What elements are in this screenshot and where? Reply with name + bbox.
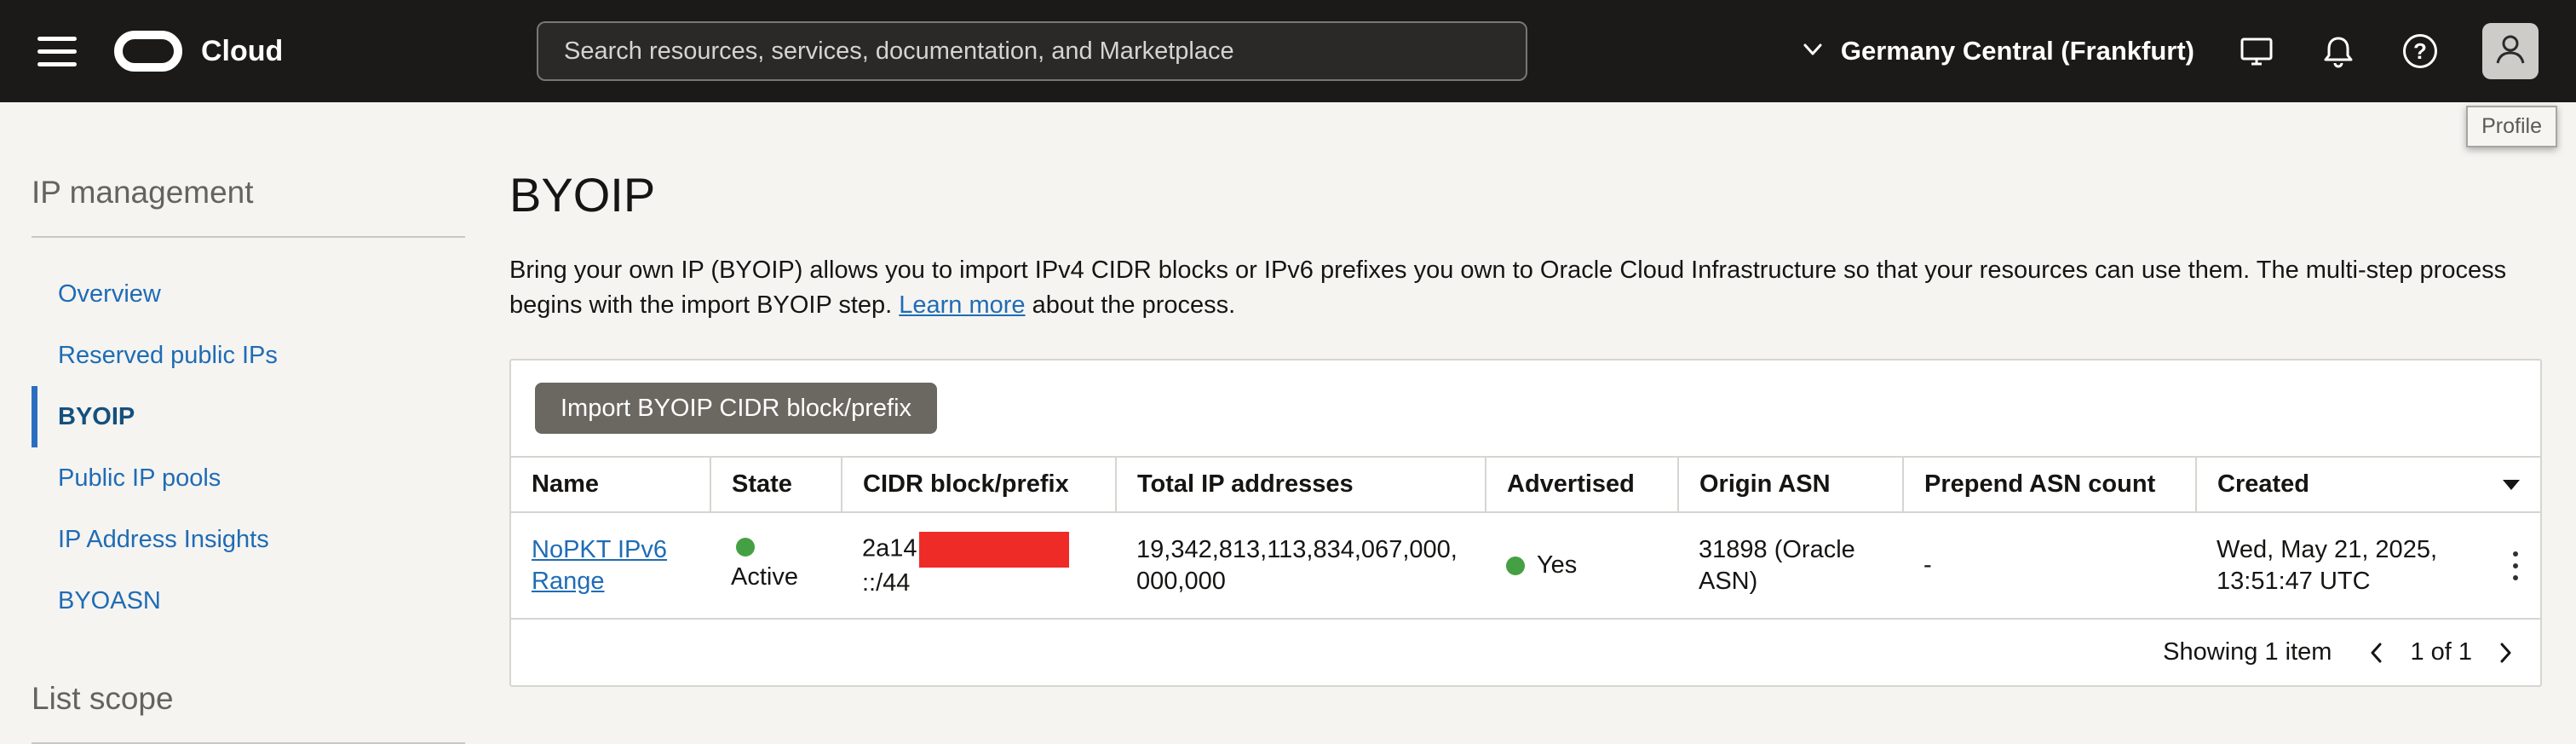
sidebar-item-overview[interactable]: Overview xyxy=(58,280,161,308)
pagination: 1 of 1 xyxy=(2366,638,2516,666)
help-icon[interactable]: ? xyxy=(2401,32,2440,71)
pagination-next-icon[interactable] xyxy=(2494,640,2516,666)
profile-button[interactable] xyxy=(2482,23,2539,79)
advertised-yes-icon xyxy=(1506,556,1525,575)
sidebar-nav: Overview Reserved public IPs BYOIP Publi… xyxy=(32,263,477,632)
table-row: NoPKT IPv6 Range Active 2a14::/44 19,342… xyxy=(511,512,2540,620)
cell-prepend-asn-count: - xyxy=(1903,512,2196,620)
column-header-advertised: Advertised xyxy=(1485,456,1678,513)
column-header-origin-asn: Origin ASN xyxy=(1677,456,1903,513)
chevron-down-icon xyxy=(1800,37,1826,66)
created-value: Wed, May 21, 2025, 13:51:47 UTC xyxy=(2217,535,2438,595)
sidebar-item-byoasn[interactable]: BYOASN xyxy=(58,587,161,614)
menu-icon[interactable] xyxy=(37,36,77,66)
sidebar-item-ip-address-insights[interactable]: IP Address Insights xyxy=(58,526,269,553)
row-actions-kebab-icon[interactable] xyxy=(2508,546,2523,585)
description-text-before: Bring your own IP (BYOIP) allows you to … xyxy=(509,257,2507,319)
table-footer: Showing 1 item 1 of 1 xyxy=(511,620,2540,685)
help-glyph: ? xyxy=(2403,34,2437,68)
table-header-row: Name State CIDR block/prefix Total IP ad… xyxy=(511,456,2540,513)
cell-advertised: Yes xyxy=(1486,512,1678,620)
sort-descending-icon[interactable] xyxy=(2503,479,2520,490)
cell-state: Active xyxy=(710,512,842,620)
column-header-total-ips: Total IP addresses xyxy=(1115,456,1486,513)
column-header-cidr: CIDR block/prefix xyxy=(841,456,1116,513)
cell-created: Wed, May 21, 2025, 13:51:47 UTC xyxy=(2196,512,2540,620)
column-header-state: State xyxy=(710,456,842,513)
profile-tooltip: Profile xyxy=(2466,106,2557,147)
advertised-label: Yes xyxy=(1537,551,1578,579)
page-indicator: 1 of 1 xyxy=(2410,638,2472,666)
search-input[interactable] xyxy=(537,21,1527,81)
sidebar: IP management Overview Reserved public I… xyxy=(0,102,477,744)
cidr-suffix-text: ::/44 xyxy=(862,569,911,597)
list-scope-section: List scope xyxy=(32,681,477,744)
cell-total-ips: 19,342,813,113,834,067,000,000,000 xyxy=(1116,512,1486,620)
byoip-table-card: Import BYOIP CIDR block/prefix Name Stat… xyxy=(509,359,2542,687)
page-description: Bring your own IP (BYOIP) allows you to … xyxy=(509,253,2542,323)
header-actions: Germany Central (Frankfurt) ? xyxy=(1800,0,2539,102)
column-header-name: Name xyxy=(511,456,710,513)
total-ips-value: 19,342,813,113,834,067,000,000,000 xyxy=(1136,535,1458,595)
cell-name: NoPKT IPv6 Range xyxy=(511,512,710,620)
brand-title: Cloud xyxy=(201,34,284,67)
byoip-table: Name State CIDR block/prefix Total IP ad… xyxy=(511,456,2540,620)
page-title: BYOIP xyxy=(509,168,656,222)
showing-count: Showing 1 item xyxy=(2163,638,2332,666)
status-active-icon xyxy=(736,538,755,557)
list-scope-title: List scope xyxy=(32,681,174,716)
state-label: Active xyxy=(731,563,798,591)
cell-origin-asn: 31898 (Oracle ASN) xyxy=(1678,512,1903,620)
main-panel: BYOIP Bring your own IP (BYOIP) allows y… xyxy=(477,102,2576,742)
top-navigation-bar: Cloud Germany Central (Frankfurt) ? xyxy=(0,0,2576,147)
sidebar-divider xyxy=(32,236,465,238)
sidebar-title: IP management xyxy=(32,175,254,210)
byoip-range-link[interactable]: NoPKT IPv6 Range xyxy=(532,535,668,595)
cell-cidr: 2a14::/44 xyxy=(842,512,1116,620)
redaction-box xyxy=(918,532,1069,568)
created-label: Created xyxy=(2217,470,2309,498)
learn-more-link[interactable]: Learn more xyxy=(899,291,1026,319)
region-label: Germany Central (Frankfurt) xyxy=(1840,36,2194,66)
column-header-created: Created xyxy=(2195,456,2540,513)
table-toolbar: Import BYOIP CIDR block/prefix xyxy=(511,360,2540,456)
region-selector[interactable]: Germany Central (Frankfurt) xyxy=(1800,36,2194,66)
sidebar-item-byoip[interactable]: BYOIP xyxy=(32,386,477,447)
cidr-prefix-text: 2a14 xyxy=(862,534,917,562)
column-header-prepend-asn: Prepend ASN count xyxy=(1902,456,2196,513)
cloud-shell-icon[interactable] xyxy=(2237,32,2276,71)
sidebar-item-reserved-public-ips[interactable]: Reserved public IPs xyxy=(58,342,278,369)
import-byoip-button[interactable]: Import BYOIP CIDR block/prefix xyxy=(535,383,938,434)
global-search xyxy=(537,21,1527,81)
description-text-after: about the process. xyxy=(1025,291,1236,319)
oracle-logo xyxy=(114,31,182,72)
page-content: IP management Overview Reserved public I… xyxy=(0,102,2576,744)
sidebar-item-public-ip-pools[interactable]: Public IP pools xyxy=(58,464,221,492)
profile-icon xyxy=(2492,31,2529,72)
pagination-previous-icon[interactable] xyxy=(2366,640,2388,666)
notifications-bell-icon[interactable] xyxy=(2319,32,2358,71)
